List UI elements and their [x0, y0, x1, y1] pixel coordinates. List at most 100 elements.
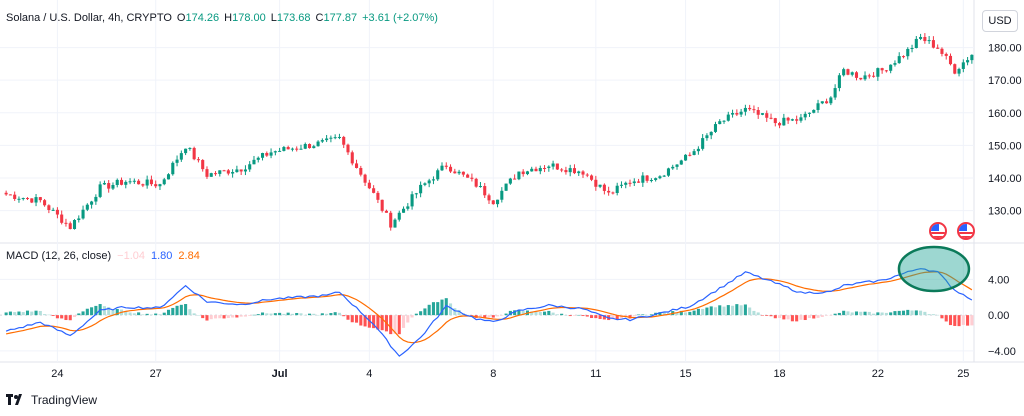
- macd-legend: MACD (12, 26, close) −1.04 1.80 2.84: [6, 250, 200, 262]
- candle-body: [906, 48, 910, 57]
- candle-body: [568, 168, 572, 173]
- macd-histogram-bar: [235, 315, 239, 318]
- candle-body: [872, 75, 876, 77]
- candle-body: [51, 209, 55, 211]
- candle-body: [624, 182, 628, 185]
- branding[interactable]: TradingView: [6, 392, 97, 408]
- candle-body: [427, 180, 431, 184]
- candle-body: [957, 68, 961, 74]
- macd-histogram-bar: [782, 315, 786, 320]
- candle-body: [307, 144, 312, 149]
- candle-body: [534, 168, 538, 172]
- candle-body: [923, 37, 927, 42]
- candle-body: [513, 178, 517, 180]
- candle-body: [184, 148, 188, 154]
- us-flag-event-icon[interactable]: [929, 222, 947, 240]
- macd-histogram-bar: [282, 313, 286, 316]
- grid: [0, 0, 1024, 363]
- price-pane[interactable]: [4, 33, 974, 231]
- symbol-title[interactable]: Solana / U.S. Dollar, 4h, CRYPTO: [6, 12, 172, 24]
- candle-body: [273, 151, 277, 153]
- macd-histogram-bar: [401, 315, 406, 328]
- candle-body: [572, 168, 577, 174]
- macd-histogram-bar: [641, 314, 645, 316]
- macd-histogram-bar: [269, 313, 273, 316]
- macd-histogram-bar: [457, 309, 461, 316]
- candle-body: [525, 171, 529, 175]
- macd-histogram-bar: [436, 302, 440, 316]
- macd-histogram-bar: [410, 315, 414, 318]
- macd-histogram-bar: [521, 311, 525, 316]
- candle-body: [807, 112, 812, 114]
- candle-body: [316, 141, 320, 147]
- macd-histogram-bar: [444, 298, 448, 316]
- candle-body: [641, 175, 645, 183]
- candle-body: [278, 150, 282, 152]
- candle-body: [124, 181, 128, 185]
- candle-body: [393, 219, 397, 228]
- time-tick-label: 22: [872, 368, 884, 380]
- candle-body: [628, 182, 632, 184]
- candle-body: [521, 171, 525, 175]
- candle-body: [799, 117, 803, 121]
- candle-body: [500, 190, 504, 200]
- macd-histogram-bar: [901, 310, 906, 316]
- candle-body: [637, 181, 641, 183]
- macd-histogram-bar: [961, 315, 965, 325]
- macd-histogram-bar: [239, 315, 243, 317]
- macd-histogram-bar: [47, 314, 51, 316]
- macd-histogram-bar: [585, 315, 589, 317]
- macd-histogram-bar: [760, 315, 765, 316]
- time-tick-label: 24: [51, 368, 63, 380]
- candle-body: [226, 170, 230, 174]
- macd-histogram-bar: [145, 313, 149, 316]
- candle-body: [60, 214, 64, 223]
- macd-histogram-bar: [329, 313, 333, 316]
- candle-body: [171, 162, 175, 175]
- macd-histogram-bar: [748, 307, 752, 316]
- price-tick-label: 140.00: [988, 173, 1022, 185]
- candle-body: [931, 40, 935, 48]
- macd-histogram-bar: [872, 313, 876, 316]
- macd-histogram-bar: [906, 309, 910, 316]
- macd-histogram-bar: [295, 312, 299, 316]
- candle-body: [248, 164, 252, 170]
- macd-histogram-bar: [923, 311, 927, 316]
- macd-histogram-bar: [504, 313, 508, 316]
- macd-histogram-bar: [115, 309, 119, 316]
- macd-title[interactable]: MACD (12, 26, close): [6, 250, 112, 262]
- candle-body: [102, 183, 106, 185]
- macd-histogram-bar: [449, 303, 453, 316]
- macd-histogram-bar: [342, 315, 346, 317]
- ohlc-high: H178.00: [224, 12, 266, 24]
- macd-pane[interactable]: [4, 268, 974, 357]
- candle-body: [363, 174, 367, 183]
- price-tick-label: 160.00: [988, 108, 1022, 120]
- candle-body: [47, 205, 51, 211]
- candle-body: [782, 117, 786, 126]
- macd-histogram-bar: [363, 315, 367, 327]
- candle-body: [564, 170, 568, 173]
- time-tick-label: Jul: [272, 368, 288, 380]
- candle-body: [453, 171, 457, 174]
- macd-histogram-bar: [816, 315, 820, 318]
- candle-body: [470, 177, 474, 179]
- candle-body: [846, 69, 850, 75]
- ohlc-close: C177.87: [315, 12, 358, 24]
- candle-body: [854, 72, 859, 78]
- currency-button[interactable]: USD: [982, 10, 1018, 32]
- macd-histogram-bar: [43, 314, 47, 316]
- macd-histogram-bar: [803, 315, 807, 321]
- candle-body: [269, 152, 273, 156]
- candle-body: [914, 38, 918, 49]
- candle-body: [478, 186, 482, 188]
- candle-body: [380, 199, 384, 211]
- candle-body: [158, 184, 162, 187]
- macd-histogram-bar: [64, 315, 68, 321]
- macd-histogram-bar: [171, 307, 175, 316]
- macd-histogram-bar: [184, 304, 188, 316]
- candle-body: [218, 170, 222, 174]
- us-flag-event-icon[interactable]: [957, 222, 975, 240]
